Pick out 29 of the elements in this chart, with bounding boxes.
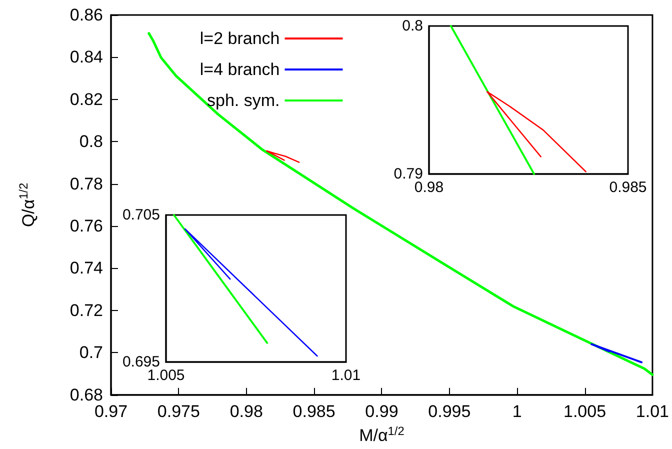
y-tick-label: 0.705 <box>122 206 160 224</box>
y-tick-label: 0.7 <box>79 343 103 362</box>
x-tick-label: 0.985 <box>292 402 336 421</box>
y-tick-label: 0.68 <box>70 385 103 404</box>
y-tick-label: 0.82 <box>70 90 103 109</box>
y-tick-label: 0.84 <box>70 48 103 67</box>
y-tick-label: 0.78 <box>70 174 103 194</box>
y-tick-label: 0.8 <box>402 18 423 34</box>
x-tick-label: 1.01 <box>636 402 670 421</box>
y-tick-label: 0.8 <box>79 132 103 152</box>
x-tick-label: 1.005 <box>564 402 606 421</box>
y-tick-label: 0.86 <box>70 6 103 24</box>
y-tick-label: 0.76 <box>70 216 103 236</box>
x-tick-label: 1.01 <box>331 367 361 384</box>
x-tick-label: 0.98 <box>230 402 263 421</box>
line-series <box>266 150 300 163</box>
legend-label: l=4 branch <box>200 60 280 79</box>
y-tick-label: 0.72 <box>70 300 103 320</box>
x-tick-label: 0.995 <box>428 402 471 421</box>
y-axis-title: Q/α1/2 <box>16 182 38 228</box>
line-series <box>486 91 586 172</box>
x-tick-label: 1 <box>512 402 522 421</box>
x-tick-label: 0.975 <box>157 402 200 421</box>
y-tick-label: 0.74 <box>70 258 103 278</box>
x-tick-label: 0.97 <box>94 402 128 421</box>
x-tick-label: 0.99 <box>365 402 398 421</box>
legend-label: sph. sym. <box>206 91 280 110</box>
x-tick-label: 0.985 <box>609 179 647 196</box>
legend-label: l=2 branch <box>200 29 280 48</box>
